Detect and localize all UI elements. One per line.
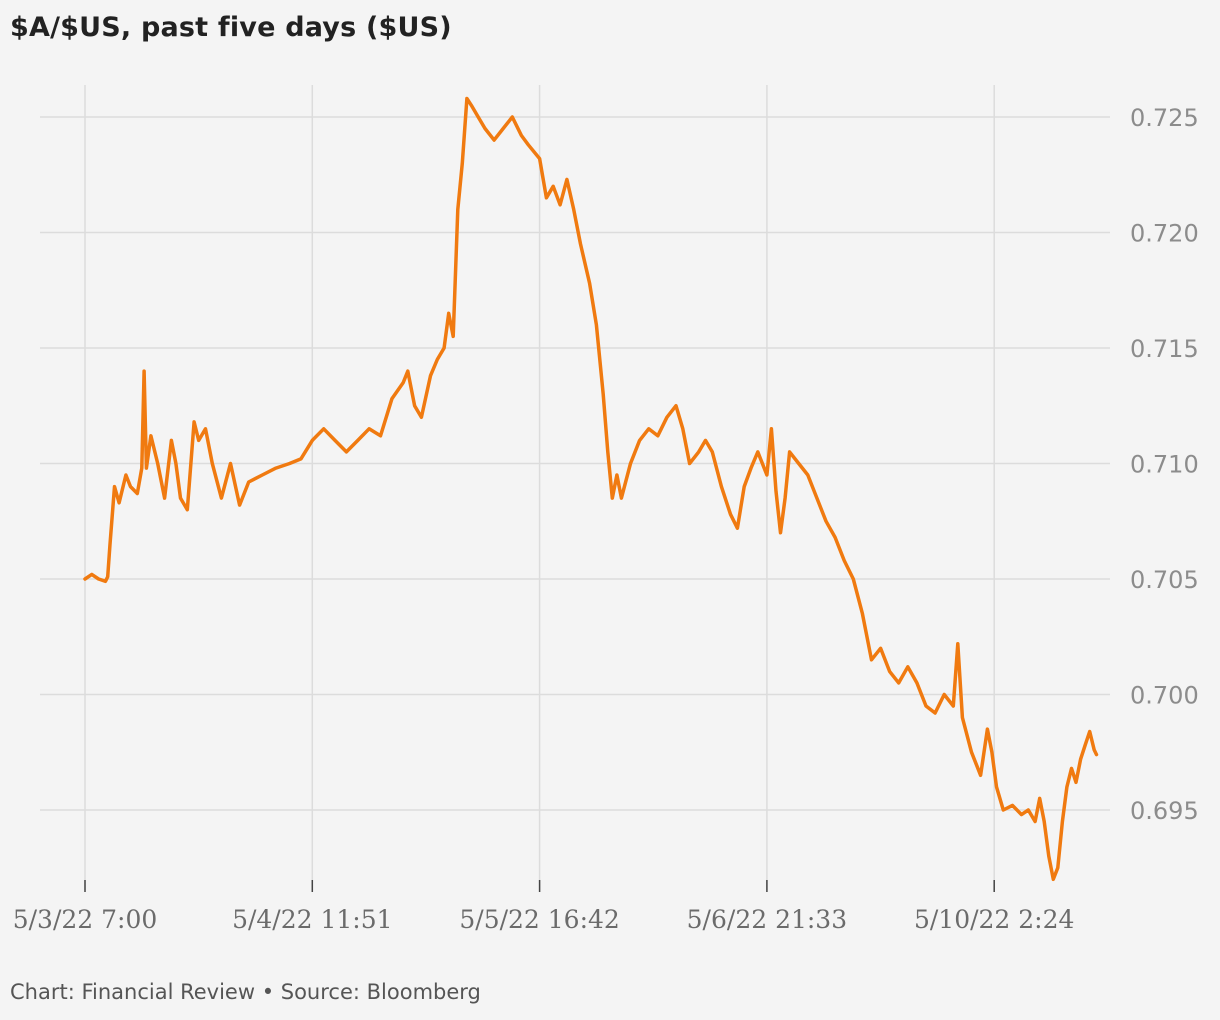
y-tick-label: 0.705 xyxy=(1130,566,1199,594)
series-layer xyxy=(83,96,1099,882)
x-tick-label: 5/6/22 21:33 xyxy=(687,905,847,934)
x-tick-label: 5/3/22 7:00 xyxy=(13,905,158,934)
x-tick-label: 5/4/22 11:51 xyxy=(232,905,392,934)
y-tick-label: 0.695 xyxy=(1130,797,1199,825)
y-tick-label: 0.710 xyxy=(1130,451,1199,479)
chart-title: $A/$US, past five days ($US) xyxy=(10,12,452,43)
x-tick-label: 5/10/22 2:24 xyxy=(914,905,1074,934)
y-tick-label: 0.715 xyxy=(1130,335,1199,363)
series-line xyxy=(83,96,1099,882)
y-tick-label: 0.700 xyxy=(1130,682,1199,710)
y-tick-label: 0.720 xyxy=(1130,220,1199,248)
gridlines xyxy=(40,85,1110,892)
chart-source-credit: Chart: Financial Review • Source: Bloomb… xyxy=(10,980,481,1004)
x-tick-label: 5/5/22 16:42 xyxy=(459,905,619,934)
axis-ticks: 0.695 0.700 0.705 0.710 0.715 0.720 0.725 5/3/2… xyxy=(13,104,1199,934)
y-tick-label: 0.725 xyxy=(1130,104,1199,132)
